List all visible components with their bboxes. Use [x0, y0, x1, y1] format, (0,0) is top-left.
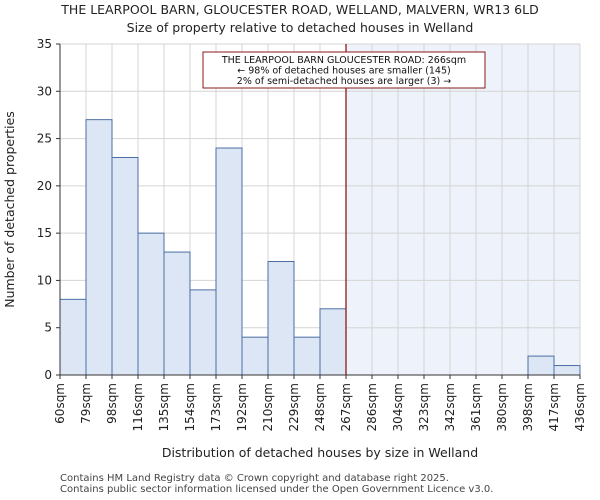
chart-subtitle: Size of property relative to detached ho…	[126, 20, 474, 35]
x-tick-label-267sqm: 267sqm	[339, 383, 353, 431]
x-tick-label-398sqm: 398sqm	[521, 383, 535, 431]
bar-398sqm	[527, 355, 555, 376]
x-tick-label-361sqm: 361sqm	[469, 383, 483, 431]
x-tick-label-436sqm: 436sqm	[573, 383, 587, 431]
x-tick-label-98sqm: 98sqm	[105, 383, 119, 424]
x-tick-label-79sqm: 79sqm	[79, 383, 93, 424]
bar-210sqm	[267, 261, 295, 376]
bar-98sqm	[111, 156, 139, 376]
bar-60sqm	[59, 298, 87, 376]
x-tick-label-116sqm: 116sqm	[131, 383, 145, 431]
bar-154sqm	[189, 289, 217, 376]
bar-417sqm	[553, 365, 581, 376]
bar-173sqm	[215, 147, 243, 376]
x-axis-label: Distribution of detached houses by size …	[162, 445, 478, 460]
x-tick-label-192sqm: 192sqm	[235, 383, 249, 431]
x-tick-label-173sqm: 173sqm	[209, 383, 223, 431]
annotation-line1: THE LEARPOOL BARN GLOUCESTER ROAD: 266sq…	[221, 55, 466, 66]
x-tick-label-380sqm: 380sqm	[495, 383, 509, 431]
y-tick-label-3: 15	[37, 226, 52, 240]
footer-line-1: Contains HM Land Registry data © Crown c…	[60, 473, 449, 484]
x-tick-label-60sqm: 60sqm	[53, 383, 67, 424]
x-tick-label-210sqm: 210sqm	[261, 383, 275, 431]
x-tick-label-154sqm: 154sqm	[183, 383, 197, 431]
y-tick-label-4: 20	[37, 179, 52, 193]
footer-line-2: Contains public sector information licen…	[60, 484, 494, 495]
annotation-line3: 2% of semi-detached houses are larger (3…	[237, 76, 451, 87]
y-tick-label-1: 5	[44, 321, 52, 335]
x-tick-label-135sqm: 135sqm	[157, 383, 171, 431]
highlight-region	[346, 44, 580, 375]
x-tick-label-248sqm: 248sqm	[313, 383, 327, 431]
y-tick-label-7: 35	[37, 37, 52, 51]
y-tick-label-6: 30	[37, 84, 52, 98]
bar-192sqm	[241, 336, 269, 376]
annotation-line2: ← 98% of detached houses are smaller (14…	[237, 66, 450, 77]
x-tick-label-229sqm: 229sqm	[287, 383, 301, 431]
bar-79sqm	[85, 119, 113, 376]
x-tick-label-286sqm: 286sqm	[365, 383, 379, 431]
x-tick-label-417sqm: 417sqm	[547, 383, 561, 431]
y-tick-label-0: 0	[44, 368, 52, 382]
chart-title: THE LEARPOOL BARN, GLOUCESTER ROAD, WELL…	[61, 2, 539, 17]
y-tick-label-5: 25	[37, 132, 52, 146]
x-tick-label-323sqm: 323sqm	[417, 383, 431, 431]
bar-116sqm	[137, 232, 165, 376]
bar-248sqm	[319, 308, 347, 376]
x-tick-label-342sqm: 342sqm	[443, 383, 457, 431]
y-tick-label-2: 10	[37, 273, 52, 287]
annotation-box	[202, 51, 486, 89]
x-tick-label-304sqm: 304sqm	[391, 383, 405, 431]
y-axis-label: Number of detached properties	[2, 111, 17, 308]
bar-229sqm	[293, 336, 321, 376]
bar-135sqm	[163, 251, 191, 376]
